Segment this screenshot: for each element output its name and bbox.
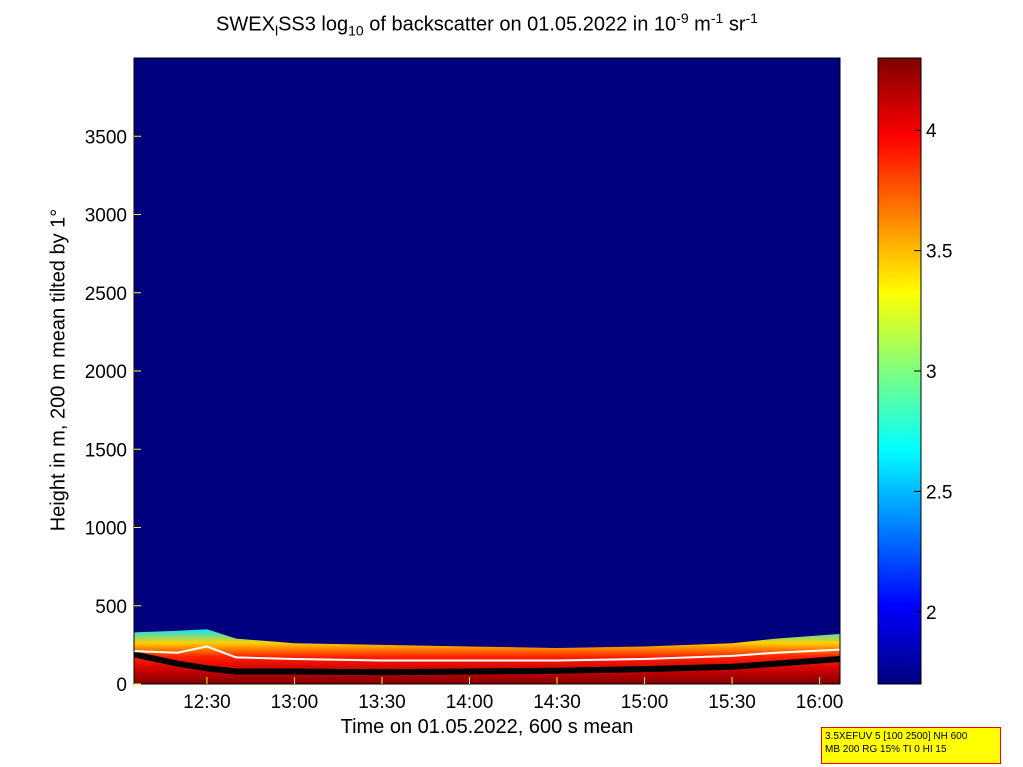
x-tick-label: 15:30 <box>708 692 756 713</box>
x-axis-label: Time on 01.05.2022, 600 s mean <box>340 716 634 738</box>
chart-title: SWEXlSS3 log10 of backscatter on 01.05.2… <box>216 10 758 39</box>
y-tick-label: 1000 <box>85 519 127 540</box>
y-tick-label: 2500 <box>85 284 127 305</box>
y-tick-label: 2000 <box>85 362 127 383</box>
x-tick-label: 14:00 <box>446 692 494 713</box>
x-tick-label: 12:30 <box>183 692 231 713</box>
dark-layer-line <box>134 651 840 676</box>
x-tick-label: 16:00 <box>796 692 844 713</box>
info-box: 3.5XEFUV 5 [100 2500] NH 600 MB 200 RG 1… <box>821 727 1001 764</box>
x-tick-label: 14:30 <box>533 692 581 713</box>
info-line-1: 3.5XEFUV 5 [100 2500] NH 600 <box>825 731 968 742</box>
x-tick-label: 13:00 <box>271 692 319 713</box>
colorbar <box>877 57 922 685</box>
colorbar-tick-label: 3 <box>926 362 937 383</box>
y-tick-label: 3000 <box>85 206 127 227</box>
y-tick-label: 1500 <box>85 440 127 461</box>
y-tick-label: 3500 <box>85 127 127 148</box>
x-tick-label: 13:30 <box>358 692 406 713</box>
heatmap-background <box>134 58 840 684</box>
x-tick-label: 15:00 <box>621 692 669 713</box>
y-tick-label: 0 <box>116 675 127 696</box>
white-line <box>134 645 840 662</box>
y-axis-label: Height in m, 200 m mean tilted by 1° <box>47 208 70 532</box>
colorbar-tick-label: 4 <box>926 121 937 142</box>
y-tick-label: 500 <box>95 597 127 618</box>
colorbar-tick-label: 2.5 <box>926 482 952 503</box>
info-line-2: MB 200 RG 15% TI 0 HI 15 <box>825 744 947 755</box>
colorbar-tick-label: 3.5 <box>926 242 952 263</box>
colorbar-tick-label: 2 <box>926 603 937 624</box>
